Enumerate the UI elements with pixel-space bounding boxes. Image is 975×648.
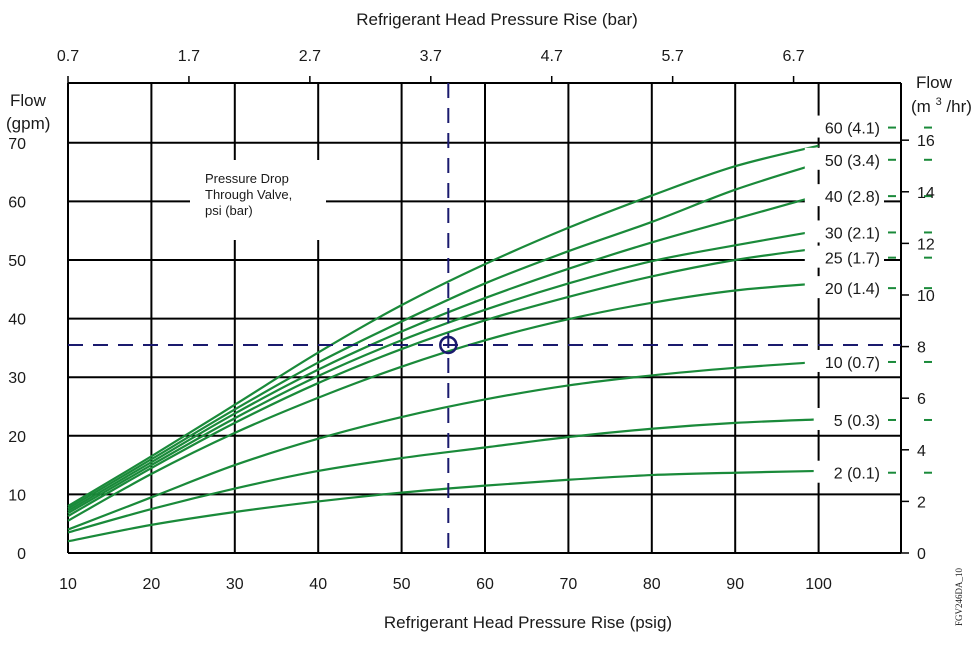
series-curve <box>67 194 819 512</box>
series-label: 2 (0.1) <box>834 466 880 483</box>
y-tick-label: 10 <box>8 487 26 504</box>
right-tick-label: 10 <box>917 288 935 305</box>
series-curve <box>67 247 819 518</box>
series-label: 30 (2.1) <box>825 225 880 242</box>
series-label-background <box>813 460 884 483</box>
series-curve <box>67 162 819 510</box>
x-tick-label: 90 <box>726 576 744 593</box>
series-label-background <box>804 220 884 243</box>
x-tick-label: 30 <box>226 576 244 593</box>
right-tick-label: 14 <box>917 185 935 202</box>
x-tick-label: 10 <box>59 576 77 593</box>
right-tick-label: 4 <box>917 443 926 460</box>
series-label: 5 (0.3) <box>834 413 880 430</box>
series-label: 40 (2.8) <box>825 189 880 206</box>
x-tick-label: 50 <box>393 576 411 593</box>
x-tick-label: 40 <box>309 576 327 593</box>
x-tick-label: 100 <box>805 576 832 593</box>
series-curve <box>67 469 819 543</box>
right-tick-label: 12 <box>917 236 935 253</box>
series-label: 10 (0.7) <box>825 355 880 372</box>
bottom-axis-title: Refrigerant Head Pressure Rise (psig) <box>384 613 672 632</box>
figure-id: FGV246DA_10 <box>954 567 964 626</box>
top-tick-label: 4.7 <box>541 48 563 65</box>
right-tick-label: 8 <box>917 340 926 357</box>
right-axis-title-line2b: /hr) <box>946 97 972 116</box>
top-tick-label: 3.7 <box>420 48 442 65</box>
x-tick-label: 20 <box>143 576 161 593</box>
y-tick-label: 20 <box>8 429 26 446</box>
series-curve <box>67 360 819 531</box>
series-label: 25 (1.7) <box>825 251 880 268</box>
series-label: 60 (4.1) <box>825 121 880 138</box>
series-labels: 60 (4.1) 50 (3.4) 40 (2.8) 30 (2.1) 25 (1.7)… <box>804 115 932 483</box>
series-label: 50 (3.4) <box>825 153 880 170</box>
left-axis-title-line2: (gpm) <box>6 114 50 133</box>
right-axis-title: Flow (m 3 /hr) <box>911 73 972 116</box>
right-axis-title-line1: Flow <box>916 73 953 92</box>
series-curve <box>67 418 819 534</box>
series-label-background <box>804 147 884 170</box>
series-label-background <box>804 184 884 207</box>
top-tick-label: 0.7 <box>57 48 79 65</box>
series-label-background <box>804 245 884 268</box>
annotation-line: Pressure Drop <box>205 171 289 186</box>
right-axis-title-line2a: (m <box>911 97 931 116</box>
left-axis-title: Flow (gpm) <box>6 91 51 133</box>
series-label-background <box>804 349 884 372</box>
series-label-background <box>804 276 884 299</box>
example-marker <box>68 83 901 553</box>
top-tick-label: 1.7 <box>178 48 200 65</box>
y-tick-label: 30 <box>8 370 26 387</box>
series-label: 20 (1.4) <box>825 281 880 298</box>
right-tick-label: 2 <box>917 494 926 511</box>
series-label-background <box>804 115 884 138</box>
y-tick-label: 60 <box>8 194 26 211</box>
y-tick-label: 40 <box>8 312 26 329</box>
right-axis-title-sup: 3 <box>936 96 942 108</box>
annotation-line: psi (bar) <box>205 203 253 218</box>
right-tick-label: 16 <box>917 133 935 150</box>
top-tick-label: 6.7 <box>782 48 804 65</box>
x-tick-label: 70 <box>560 576 578 593</box>
series-label-background <box>813 407 884 430</box>
x-tick-label: 80 <box>643 576 661 593</box>
top-tick-label: 5.7 <box>662 48 684 65</box>
top-tick-label: 2.7 <box>299 48 321 65</box>
series-curve <box>67 229 819 515</box>
annotation-line: Through Valve, <box>205 187 292 202</box>
annotation-background <box>190 160 326 240</box>
y-tick-label: 70 <box>8 136 26 153</box>
left-axis-title-line1: Flow <box>10 91 47 110</box>
series-curves <box>67 144 819 543</box>
series-curve <box>67 282 819 522</box>
y-tick-label: 50 <box>8 253 26 270</box>
right-tick-label: 6 <box>917 391 926 408</box>
series-curve <box>67 144 819 508</box>
right-tick-label: 0 <box>917 546 926 563</box>
x-tick-label: 60 <box>476 576 494 593</box>
example-point <box>439 335 458 355</box>
y-tick-label: 0 <box>17 546 26 563</box>
top-axis-title: Refrigerant Head Pressure Rise (bar) <box>356 10 638 29</box>
